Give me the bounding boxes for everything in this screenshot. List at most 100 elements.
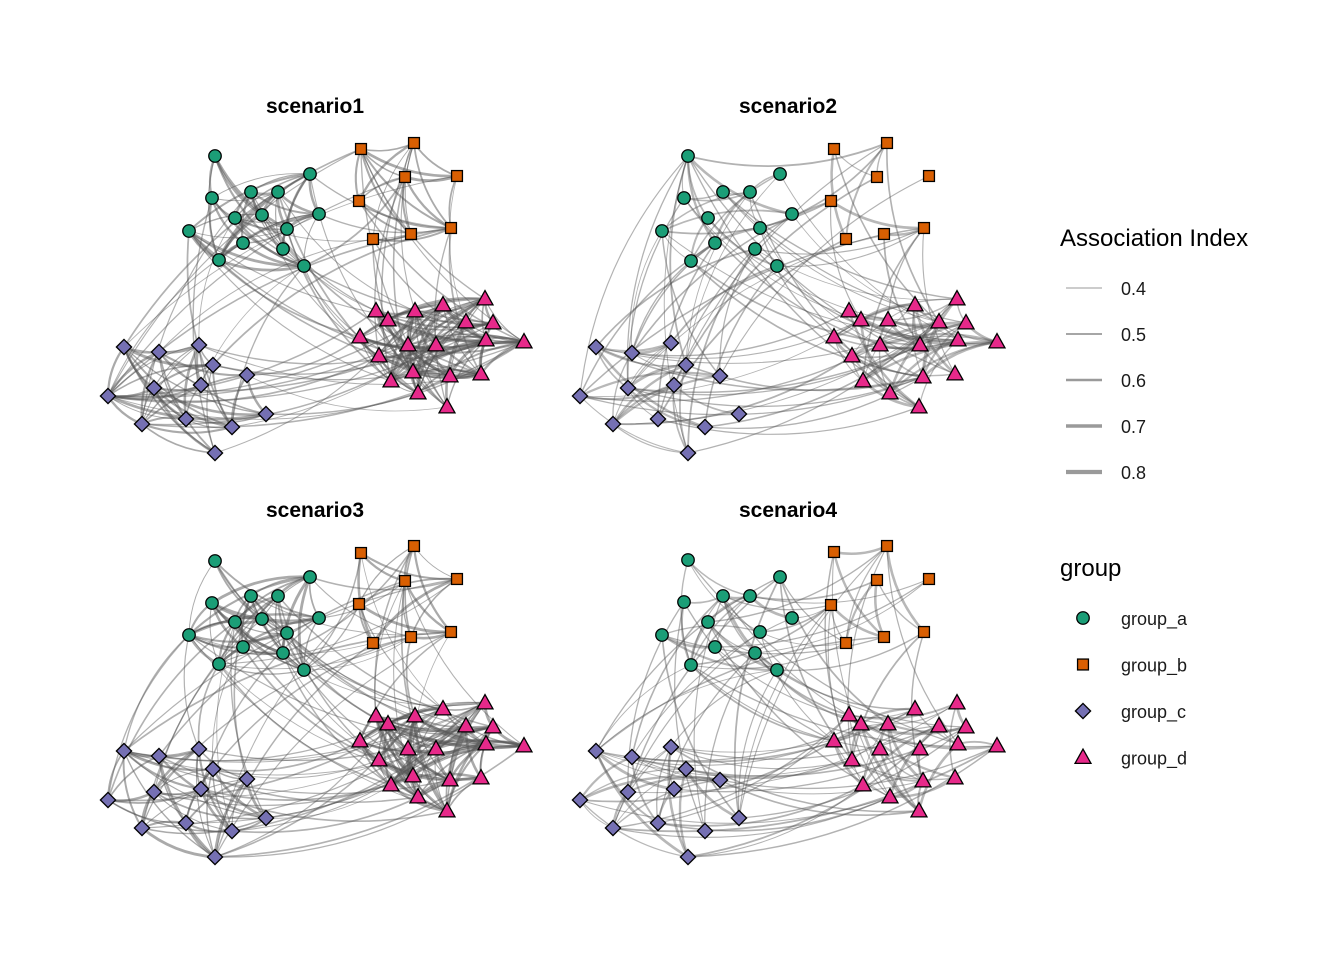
node-group_a [212, 657, 226, 671]
node-group_a [785, 611, 799, 625]
edge [722, 191, 958, 300]
edge [188, 613, 320, 637]
legend-weight-item: 0.4 [1066, 279, 1146, 299]
edge [372, 142, 415, 240]
node-group_d [381, 775, 401, 792]
edge [830, 148, 848, 240]
node-group_c [649, 410, 667, 428]
edge [107, 715, 416, 802]
edge [886, 545, 959, 745]
edge [851, 335, 998, 357]
node-group_a [255, 208, 269, 222]
edge [211, 768, 267, 820]
node-group_b [824, 194, 838, 208]
edge [661, 209, 793, 232]
edge [153, 387, 233, 429]
node-group_d [851, 714, 871, 731]
edge [612, 768, 687, 829]
edge [360, 148, 452, 229]
node-layer [99, 136, 534, 462]
node-group_d [956, 313, 976, 330]
edge [719, 175, 930, 377]
edge [213, 778, 249, 858]
node-group_a [182, 224, 196, 238]
node-group_b [450, 169, 464, 183]
edge [595, 321, 940, 364]
edge [851, 321, 967, 358]
node-group_b [917, 625, 931, 639]
edge [690, 642, 847, 670]
edge [661, 634, 885, 655]
node-group_a [255, 612, 269, 626]
node-group_a [701, 211, 715, 225]
edge [358, 603, 444, 710]
node-group_d [483, 717, 503, 734]
edge [657, 784, 864, 827]
edge [405, 636, 416, 717]
edge [212, 646, 244, 770]
node-group_d [913, 367, 933, 384]
edge [759, 631, 847, 646]
edge [412, 545, 452, 633]
edge [851, 631, 925, 761]
panel-scenario2: scenario2 [571, 95, 1007, 462]
node-group_b [917, 221, 931, 235]
edge [851, 304, 916, 357]
node-group_d [405, 301, 425, 318]
edge [657, 796, 891, 832]
edge [107, 634, 190, 801]
edge [198, 344, 437, 365]
node-group_c [115, 338, 133, 356]
node-group_b [352, 194, 366, 208]
node-group_a [271, 589, 285, 603]
node-group_d [945, 364, 965, 381]
edge [595, 749, 675, 791]
edge [848, 714, 891, 798]
edge [687, 248, 756, 454]
edge [141, 423, 216, 454]
node-group_d [403, 362, 423, 379]
edge [374, 715, 419, 798]
edge [612, 374, 721, 425]
edge [670, 746, 853, 770]
edge [754, 652, 850, 716]
node-group_d [437, 801, 457, 818]
legend-title: Association Index [1060, 225, 1248, 252]
edge [680, 559, 692, 666]
edge [612, 745, 998, 833]
node-group_c [604, 415, 622, 433]
edge [218, 663, 392, 786]
edge [358, 200, 452, 230]
edge [579, 799, 689, 858]
node-group_d [408, 787, 428, 804]
node-group_b [354, 546, 368, 560]
node-group_b [444, 221, 458, 235]
edge [198, 725, 467, 762]
edge [687, 155, 956, 375]
edge [374, 545, 415, 717]
edge [683, 601, 835, 742]
edge [412, 338, 487, 374]
edge [107, 227, 452, 397]
node-group_d [913, 771, 933, 788]
node-group_c [587, 338, 605, 356]
edge [667, 746, 690, 858]
edge [188, 632, 288, 643]
edge [214, 155, 284, 250]
legend-square-icon [1076, 658, 1090, 671]
edge [830, 200, 862, 321]
edge [407, 344, 448, 408]
edge [123, 578, 458, 752]
edge [913, 304, 956, 375]
node-group_b [366, 232, 380, 246]
node-group_a [655, 628, 669, 642]
edge [684, 768, 740, 820]
edge [687, 155, 793, 216]
edge [612, 779, 721, 829]
edge [690, 226, 761, 262]
node-group_a [212, 253, 226, 267]
edge [106, 350, 160, 397]
edge [862, 227, 925, 382]
edge [685, 191, 751, 366]
edge [309, 576, 458, 591]
